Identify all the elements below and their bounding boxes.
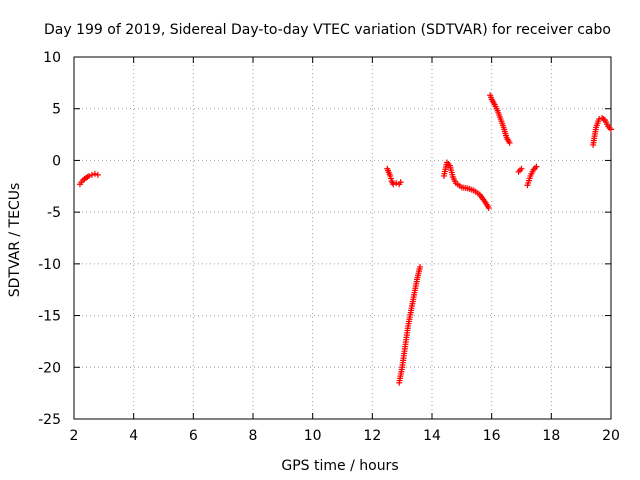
x-tick-label: 12 bbox=[363, 428, 381, 444]
y-tick-label: 10 bbox=[43, 50, 61, 66]
data-point-marker bbox=[485, 205, 492, 212]
data-point-marker bbox=[506, 139, 513, 146]
chart-title: Day 199 of 2019, Sidereal Day-to-day VTE… bbox=[44, 22, 611, 38]
data-point-marker bbox=[91, 170, 98, 177]
y-tick-label: 0 bbox=[52, 153, 61, 169]
y-tick-label: -15 bbox=[38, 309, 61, 325]
y-axis-label: SDTVAR / TECUs bbox=[7, 183, 23, 298]
grid bbox=[74, 57, 611, 419]
x-tick-label: 16 bbox=[483, 428, 501, 444]
x-tick-label: 18 bbox=[542, 428, 560, 444]
y-tick-label: -10 bbox=[38, 257, 61, 273]
data-points bbox=[76, 92, 614, 386]
data-point-marker bbox=[94, 171, 101, 178]
data-point-marker bbox=[390, 181, 397, 188]
x-tick-label: 6 bbox=[189, 428, 198, 444]
x-tick-label: 14 bbox=[423, 428, 441, 444]
data-point-marker bbox=[417, 263, 424, 270]
y-tick-label: -25 bbox=[38, 412, 61, 428]
x-tick-label: 8 bbox=[249, 428, 258, 444]
data-point-marker bbox=[533, 163, 540, 170]
plot-frame bbox=[73, 56, 612, 420]
x-tick-label: 2 bbox=[70, 428, 79, 444]
x-tick-label: 10 bbox=[304, 428, 322, 444]
x-tick-label: 4 bbox=[129, 428, 138, 444]
y-tick-label: 5 bbox=[52, 102, 61, 118]
x-axis-label: GPS time / hours bbox=[281, 458, 398, 474]
data-point-marker bbox=[393, 180, 400, 187]
data-point-marker bbox=[85, 172, 92, 179]
data-point-marker bbox=[518, 165, 525, 172]
axis-ticks: 2 4 6 8 10 12 14 16 18 20 -25 -20 -15 -10 -5 0 5 10 bbox=[38, 50, 620, 444]
data-point-marker bbox=[397, 179, 404, 186]
x-tick-label: 20 bbox=[602, 428, 620, 444]
y-tick-label: -5 bbox=[47, 205, 61, 221]
data-point-marker bbox=[608, 126, 614, 133]
data-point-marker bbox=[88, 171, 95, 178]
y-tick-label: -20 bbox=[38, 360, 61, 376]
